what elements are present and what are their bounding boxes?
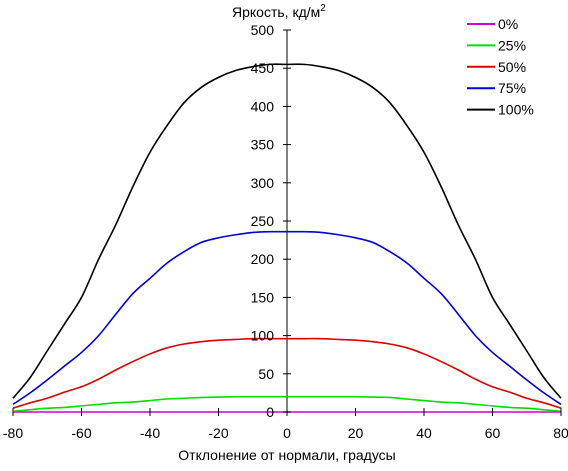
x-tick-label: -40 (140, 425, 160, 441)
y-axis-title: Яркость, кд/м2 (232, 3, 326, 20)
x-tick-label: 80 (553, 425, 568, 441)
x-tick-label: 60 (485, 425, 501, 441)
y-tick-label: 350 (251, 137, 275, 153)
y-tick-label: 50 (258, 366, 274, 382)
x-tick-label: -20 (208, 425, 228, 441)
series-line-75-percent (12, 230, 562, 406)
legend-label-25-percent: 25% (498, 37, 526, 53)
series-line-50-percent (12, 337, 562, 409)
y-tick-label: 400 (251, 98, 275, 114)
y-tick-label: 0 (266, 404, 274, 420)
x-axis-title: Отклонение от нормали, градусы (178, 447, 395, 463)
x-tick-label: 20 (348, 425, 364, 441)
legend-label-0-percent: 0% (498, 16, 518, 32)
y-tick-label: 500 (251, 22, 275, 38)
legend-label-100-percent: 100% (498, 102, 534, 118)
legend-label-75-percent: 75% (498, 80, 526, 96)
x-tick-label: 0 (283, 425, 291, 441)
y-tick-label: 300 (251, 175, 275, 191)
y-tick-label: 250 (251, 213, 275, 229)
ticks-layer: -80 -60 -40 -20 0 20 40 60 80 0 50 100 150 200 250 300 3… (3, 22, 568, 441)
series-line-100-percent (12, 63, 562, 399)
y-tick-label: 100 (251, 328, 275, 344)
y-tick-label: 200 (251, 251, 275, 267)
x-tick-label: 40 (416, 425, 432, 441)
series-line-25-percent (12, 395, 562, 413)
x-tick-label: -80 (3, 425, 23, 441)
legend: 0% 25% 50% 75% 100% (467, 16, 534, 118)
y-axis-title-superscript: 2 (320, 3, 326, 14)
x-tick-label: -60 (71, 425, 91, 441)
y-tick-label: 450 (251, 60, 275, 76)
y-tick-label: 150 (251, 289, 275, 305)
legend-label-50-percent: 50% (498, 59, 526, 75)
